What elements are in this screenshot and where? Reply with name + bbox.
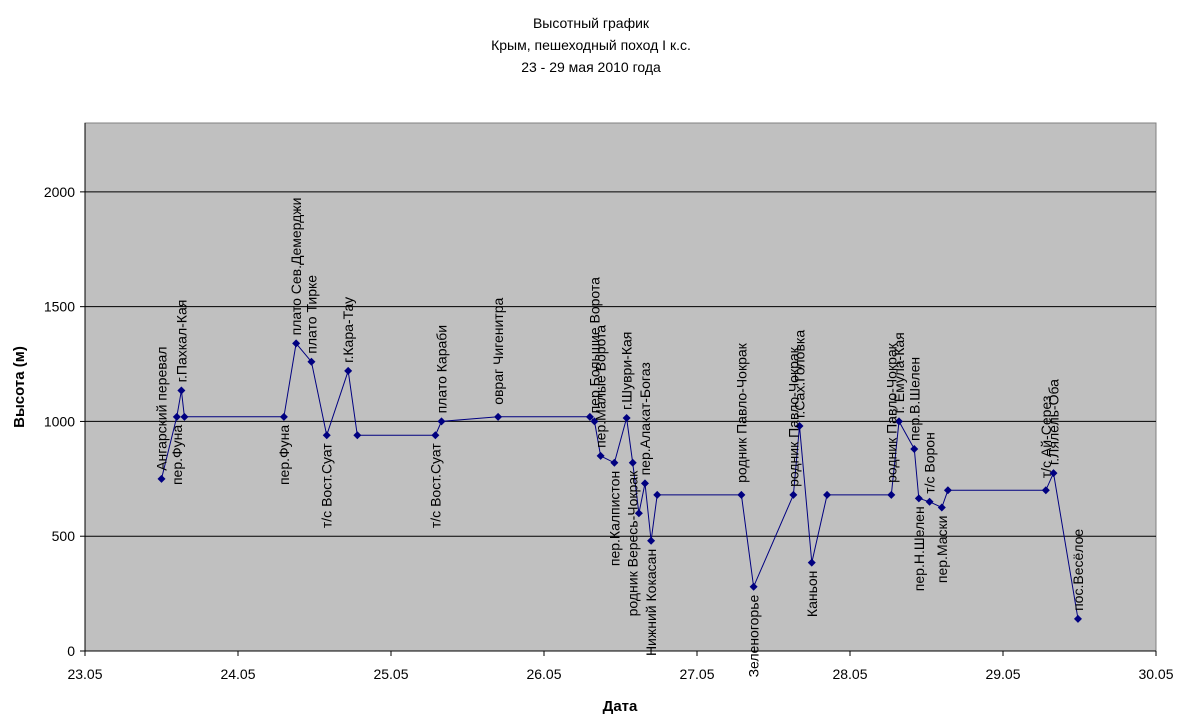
point-label: пер.Фуна bbox=[169, 425, 185, 485]
data-point bbox=[279, 412, 288, 421]
data-point bbox=[653, 490, 662, 499]
data-point bbox=[1041, 486, 1050, 495]
data-point bbox=[1049, 469, 1058, 478]
x-axis-label: Дата bbox=[603, 698, 638, 715]
data-point bbox=[590, 417, 599, 426]
data-point bbox=[431, 431, 440, 440]
point-label: родник Павло-Чокрак bbox=[785, 346, 801, 487]
point-label: пер.Большие Ворота bbox=[587, 277, 603, 414]
data-point bbox=[795, 422, 804, 431]
y-tick-labels: 0 500 1000 1500 2000 bbox=[44, 184, 75, 659]
data-point bbox=[640, 479, 649, 488]
y-tick-label: 2000 bbox=[44, 184, 75, 200]
point-label: пос.Весёлое bbox=[1070, 529, 1086, 611]
plot-area bbox=[84, 122, 1157, 652]
point-label: Ангарский перевал bbox=[154, 347, 170, 471]
data-point bbox=[322, 431, 331, 440]
data-point bbox=[177, 386, 186, 395]
point-label: т/с Вост.Суат bbox=[427, 443, 443, 528]
chart-title-line-1: Высотный график bbox=[533, 15, 650, 31]
grid-lines bbox=[85, 191, 1156, 537]
data-point bbox=[585, 412, 594, 421]
chart-title-line-3: 23 - 29 мая 2010 года bbox=[521, 59, 661, 75]
data-point bbox=[292, 339, 301, 348]
x-tick-label: 28.05 bbox=[832, 666, 867, 682]
data-point bbox=[344, 366, 353, 375]
point-label: г.Пахкал-Кая bbox=[173, 300, 189, 383]
data-point bbox=[737, 490, 746, 499]
data-point bbox=[610, 458, 619, 467]
point-label: Каньон bbox=[804, 571, 820, 617]
y-tick-label: 1000 bbox=[44, 413, 75, 429]
data-point bbox=[925, 497, 934, 506]
y-tick-label: 1500 bbox=[44, 299, 75, 315]
x-tick-label: 24.05 bbox=[220, 666, 255, 682]
data-point bbox=[157, 474, 166, 483]
data-point bbox=[647, 536, 656, 545]
point-label: плато Караби bbox=[434, 325, 450, 414]
altitude-series-markers bbox=[157, 339, 1082, 623]
chart-title-line-2: Крым, пешеходный поход I к.с. bbox=[491, 37, 691, 53]
point-label: г.Сах.Головка bbox=[792, 330, 808, 418]
y-tick-label: 0 bbox=[67, 643, 75, 659]
data-point bbox=[887, 490, 896, 499]
y-axis-label: Высота (м) bbox=[11, 346, 28, 428]
point-label: плато Тирке bbox=[303, 275, 319, 354]
x-tick-label: 25.05 bbox=[373, 666, 408, 682]
point-label: плато Сев.Демерджи bbox=[288, 198, 304, 336]
point-label: т/с Вост.Суат bbox=[319, 443, 335, 528]
data-point bbox=[180, 412, 189, 421]
x-tick-label: 29.05 bbox=[985, 666, 1020, 682]
x-tick-label: 30.05 bbox=[1138, 666, 1173, 682]
chart-title: Высотный график Крым, пешеходный поход I… bbox=[491, 15, 691, 75]
point-label: т/с Ворон bbox=[922, 432, 938, 494]
point-label: пер.Калпистон bbox=[606, 471, 622, 566]
point-label: родник Павло-Чокрак bbox=[883, 342, 899, 483]
point-label: г.Шуври-Кая bbox=[619, 332, 635, 410]
point-label: пер.Маски bbox=[934, 516, 950, 584]
data-point bbox=[789, 490, 798, 499]
point-label: пер.Малые Ворота bbox=[593, 325, 609, 448]
point-label: Нижний Кокасан bbox=[643, 549, 659, 656]
point-label: овраг Чигенитра bbox=[490, 298, 506, 405]
data-point bbox=[628, 458, 637, 467]
data-point bbox=[307, 357, 316, 366]
data-point bbox=[634, 509, 643, 518]
point-label: пер.Н.Шелен bbox=[911, 506, 927, 591]
data-point bbox=[172, 412, 181, 421]
data-point bbox=[353, 431, 362, 440]
x-tick-labels: 23.05 24.05 25.05 26.05 27.05 28.05 29.05 30.05 bbox=[67, 666, 1173, 682]
data-point bbox=[437, 417, 446, 426]
data-point bbox=[807, 558, 816, 567]
data-point bbox=[937, 503, 946, 512]
data-point bbox=[749, 582, 758, 591]
data-point bbox=[494, 412, 503, 421]
point-label: родник Павло-Чокрак bbox=[733, 342, 749, 483]
point-label: г.Кара-Тау bbox=[340, 297, 356, 363]
x-tick-label: 26.05 bbox=[526, 666, 561, 682]
x-tick-label: 23.05 bbox=[67, 666, 102, 682]
point-label: родник Вересь-Чокрак bbox=[625, 470, 641, 616]
data-point bbox=[910, 444, 919, 453]
point-label: г.Лялель-Оба bbox=[1046, 379, 1062, 465]
data-point bbox=[823, 490, 832, 499]
y-tick-label: 500 bbox=[52, 528, 76, 544]
x-tick-label: 27.05 bbox=[679, 666, 714, 682]
point-label: г. Емула-Кая bbox=[891, 332, 907, 413]
point-label: пер.В.Шелен bbox=[906, 357, 922, 441]
axes bbox=[80, 123, 1157, 656]
data-point bbox=[596, 451, 605, 460]
point-label: Зеленогорье bbox=[746, 594, 762, 677]
data-point bbox=[1073, 614, 1082, 623]
data-point bbox=[914, 494, 923, 503]
point-label: пер.Алакат-Богаз bbox=[637, 362, 653, 475]
point-label: пер.Фуна bbox=[276, 425, 292, 485]
data-point bbox=[894, 417, 903, 426]
point-labels: Ангарский перевал пер.Фунаг.Пахкал-Каяпер… bbox=[154, 198, 1087, 678]
data-point bbox=[622, 413, 631, 422]
point-label: т/с Ай-Серез bbox=[1038, 396, 1054, 479]
data-point bbox=[943, 486, 952, 495]
